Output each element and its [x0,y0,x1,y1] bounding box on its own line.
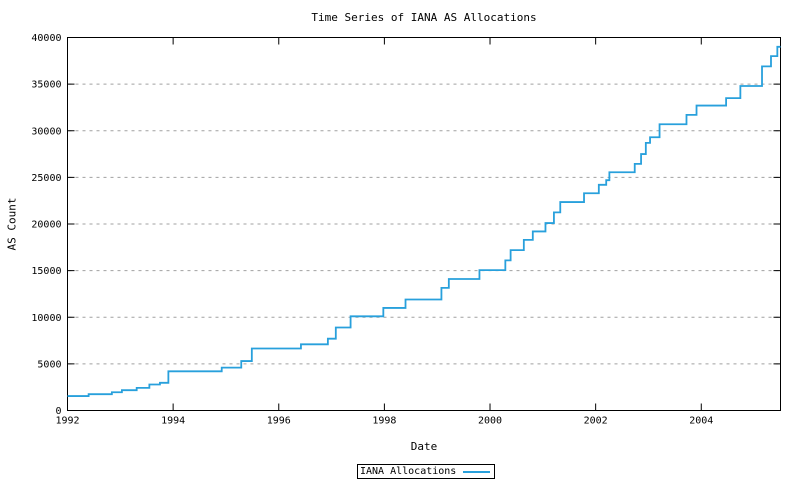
x-tick-label: 1994 [161,416,185,427]
legend: IANA Allocations [357,464,496,479]
y-tick-label: 10000 [31,313,61,324]
y-tick-label: 35000 [31,80,61,91]
legend-label: IANA Allocations [360,466,457,477]
y-tick-label: 5000 [37,359,61,370]
y-tick-label: 40000 [31,33,61,44]
y-tick-label: 15000 [31,266,61,277]
y-tick-label: 25000 [31,173,61,184]
x-tick-label: 2004 [689,416,713,427]
y-tick-label: 0 [55,406,61,417]
x-tick-label: 1992 [55,416,79,427]
x-tick-label: 2002 [584,416,608,427]
x-axis-label: Date [410,440,438,453]
legend-line-sample [463,470,491,473]
x-tick-label: 2000 [478,416,502,427]
x-tick-label: 1996 [267,416,291,427]
chart-title: Time Series of IANA AS Allocations [311,11,537,24]
data-line [67,45,781,397]
y-tick-label: 30000 [31,126,61,137]
y-axis-label: AS Count [5,197,19,251]
x-tick-label: 1998 [372,416,396,427]
y-tick-label: 20000 [31,220,61,231]
